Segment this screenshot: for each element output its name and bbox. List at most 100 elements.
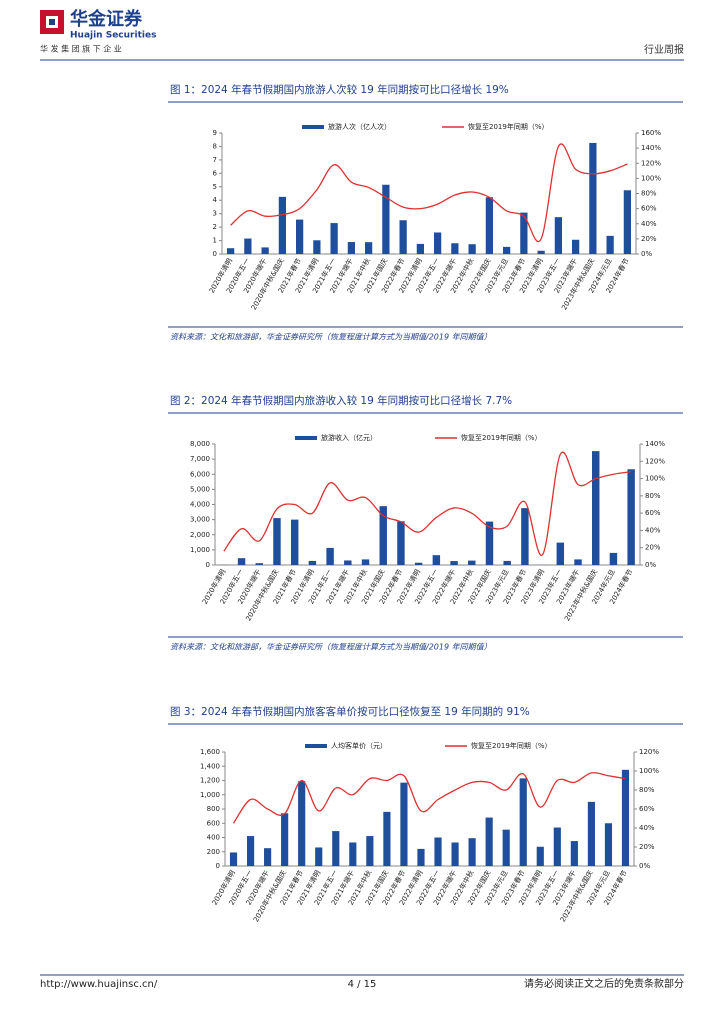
bar	[450, 561, 458, 565]
y-tick-label: 200	[207, 848, 220, 856]
line-series	[232, 772, 626, 824]
bar	[417, 848, 425, 866]
legend-label: 人均客单价（元）	[331, 741, 387, 750]
tagline: 华 发 集 团 旗 下 企 业	[40, 44, 122, 54]
bar	[308, 560, 317, 565]
bar	[451, 842, 459, 866]
bar	[592, 451, 600, 565]
y-tick-label: 800	[207, 805, 220, 813]
bar	[278, 196, 286, 254]
figure-title: 图 1：2024 年春节假期国内旅游人次较 19 年同期按可比口径增长 19%	[170, 83, 509, 96]
footer-url: http://www.huajinsc.cn/	[40, 979, 158, 990]
bar	[519, 778, 527, 866]
bar	[570, 841, 578, 866]
bar	[365, 242, 373, 254]
legend-swatch	[295, 436, 317, 440]
bar	[468, 560, 476, 565]
bar	[606, 235, 614, 254]
bar	[281, 813, 289, 866]
bar	[397, 521, 405, 565]
y2-tick-label: 60%	[639, 805, 655, 813]
bar	[503, 246, 511, 254]
bar	[485, 521, 494, 565]
bar	[414, 562, 423, 565]
bar	[313, 240, 321, 254]
bar	[315, 847, 323, 866]
bar	[434, 232, 442, 254]
bar	[627, 469, 635, 565]
figure-source: 资料来源：文化和旅游部，华金证券研究所（恢复程度计算方式为当期值/2019 年同…	[170, 643, 492, 652]
bar	[432, 555, 441, 565]
y-tick-label: 0	[216, 862, 220, 870]
bar	[361, 559, 370, 565]
bar	[298, 781, 306, 866]
bar	[255, 563, 263, 565]
y2-tick-label: 100%	[645, 475, 665, 483]
bar	[572, 239, 580, 254]
y-tick-label: 5,000	[190, 485, 210, 493]
y-tick-label: 8	[213, 142, 217, 150]
y2-tick-label: 40%	[641, 220, 657, 228]
bar	[623, 190, 631, 254]
legend-label: 恢复至2019年同期（%）	[468, 122, 548, 131]
bar	[574, 559, 582, 565]
y2-tick-label: 80%	[645, 492, 661, 500]
legend-swatch	[305, 744, 327, 748]
bar	[485, 817, 493, 866]
bar	[383, 811, 391, 866]
figure-title: 图 3：2024 年春节假期国内旅客客单价按可比口径恢复至 19 年同期的 91…	[170, 705, 530, 718]
bar	[379, 506, 387, 565]
y2-tick-label: 80%	[639, 786, 655, 794]
brand-en: Huajin Securities	[70, 31, 156, 41]
y-tick-label: 2,000	[190, 531, 210, 539]
bar	[344, 560, 352, 565]
bar	[589, 142, 597, 254]
y-tick-label: 3,000	[190, 516, 210, 524]
bar	[536, 846, 544, 866]
y2-tick-label: 20%	[639, 843, 655, 851]
legend-label: 旅游收入（亿元）	[321, 433, 377, 442]
y2-tick-label: 80%	[641, 190, 657, 198]
bar	[521, 508, 529, 565]
bar	[382, 184, 390, 254]
y-tick-label: 4,000	[190, 501, 210, 509]
legend-swatch	[302, 125, 324, 129]
bar	[347, 242, 355, 254]
bar	[326, 547, 334, 565]
y2-tick-label: 40%	[639, 824, 655, 832]
bar	[296, 219, 304, 254]
y2-tick-label: 140%	[645, 440, 665, 448]
bar	[273, 518, 281, 565]
bar	[261, 247, 269, 254]
y-tick-label: 1,400	[200, 762, 220, 770]
line-series	[230, 143, 628, 243]
y2-tick-label: 120%	[639, 748, 659, 756]
y2-tick-label: 20%	[641, 235, 657, 243]
y2-tick-label: 140%	[641, 144, 661, 152]
y2-tick-label: 0%	[641, 250, 652, 258]
bar	[609, 552, 618, 565]
y-tick-label: 7	[213, 156, 217, 164]
disclaimer: 请务必阅读正文之后的免责条款部分	[524, 977, 684, 990]
bar	[434, 837, 442, 866]
bar	[604, 823, 613, 866]
report-type: 行业周报	[644, 43, 684, 56]
y2-tick-label: 160%	[641, 129, 661, 137]
bar	[553, 827, 561, 866]
line-series	[223, 451, 632, 556]
y-tick-label: 1,600	[200, 748, 220, 756]
y2-tick-label: 100%	[641, 174, 661, 182]
y-tick-label: 6,000	[190, 470, 210, 478]
bar	[554, 217, 562, 254]
bar	[485, 197, 493, 254]
bar	[244, 238, 252, 254]
bar	[399, 220, 407, 254]
bar	[468, 838, 476, 866]
bar	[621, 769, 630, 866]
y-tick-label: 7,000	[190, 455, 210, 463]
y2-tick-label: 40%	[645, 526, 661, 534]
brand: 华金证券	[70, 8, 143, 30]
logo	[40, 10, 64, 34]
bar	[246, 836, 255, 866]
y2-tick-label: 0%	[645, 561, 656, 569]
